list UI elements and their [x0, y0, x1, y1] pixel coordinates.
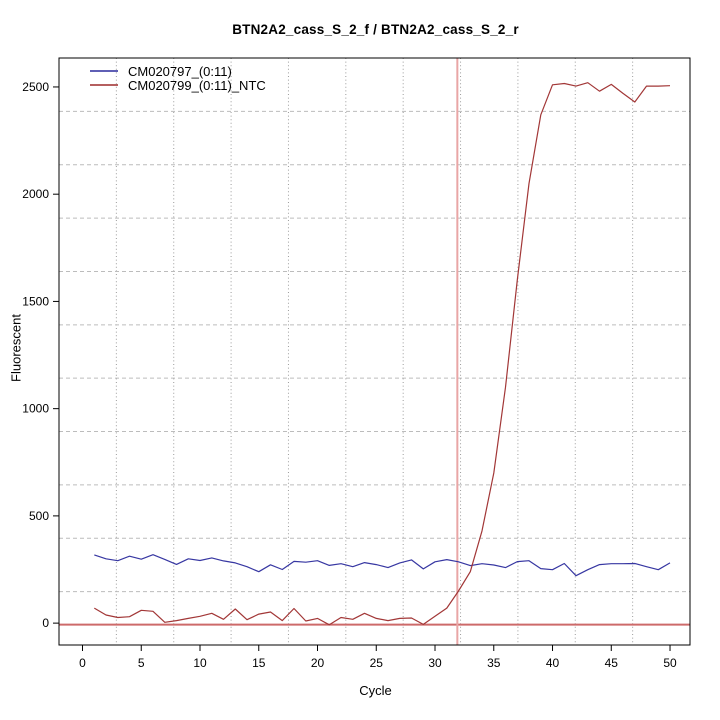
- x-tick-label: 15: [252, 656, 266, 670]
- x-tick-label: 45: [605, 656, 619, 670]
- x-axis-title: Cycle: [359, 683, 392, 698]
- legend-label-sample: CM020797_(0:11): [128, 63, 232, 79]
- y-tick-label: 500: [29, 509, 49, 523]
- plot-box: [58, 57, 691, 646]
- x-tick-label: 40: [546, 656, 560, 670]
- y-tick-label: 1000: [22, 402, 49, 416]
- x-tick-label: 50: [663, 656, 677, 670]
- x-tick-label: 35: [487, 656, 501, 670]
- y-tick-label: 2500: [22, 80, 49, 94]
- y-axis-title: Fluorescent: [8, 314, 24, 382]
- x-tick-label: 10: [193, 656, 207, 670]
- x-tick-label: 30: [428, 656, 442, 670]
- sample-line-swatch: [90, 70, 118, 72]
- series-line-1: [93, 82, 671, 626]
- legend-label-ntc: CM020799_(0:11)_NTC: [128, 77, 266, 93]
- chart-title: BTN2A2_cass_S_2_f / BTN2A2_cass_S_2_r: [232, 22, 519, 37]
- x-tick-label: 25: [370, 656, 384, 670]
- y-tick-label: 2000: [22, 187, 49, 201]
- x-tick-label: 20: [311, 656, 325, 670]
- legend-entry-sample: CM020797_(0:11): [90, 63, 266, 79]
- legend-entry-ntc: CM020799_(0:11)_NTC: [90, 77, 266, 93]
- legend: CM020797_(0:11) CM020799_(0:11)_NTC: [90, 63, 266, 93]
- y-tick-label: 1500: [22, 294, 49, 308]
- x-tick-label: 5: [138, 656, 145, 670]
- series-line-0: [94, 554, 671, 577]
- ntc-line-swatch: [90, 84, 118, 86]
- x-tick-label: 0: [79, 656, 86, 670]
- y-tick-label: 0: [42, 616, 49, 630]
